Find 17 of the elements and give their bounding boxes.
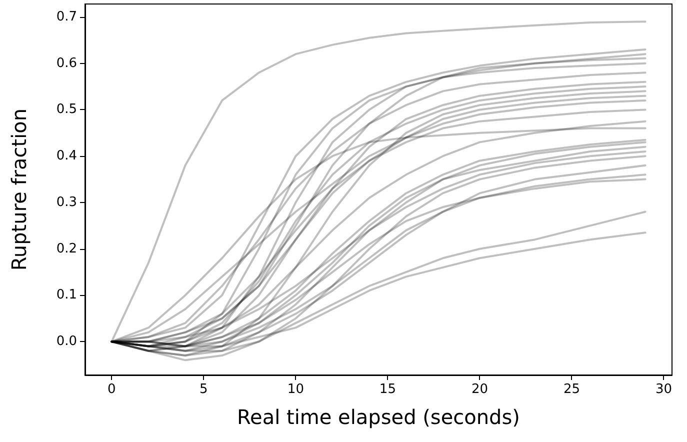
- y-tick-label: 0.5: [56, 102, 77, 118]
- y-tick-label: 0.6: [56, 56, 77, 71]
- x-tick-label: 20: [471, 382, 488, 397]
- x-axis-title: Real time elapsed (seconds): [237, 405, 520, 429]
- x-tick-label: 15: [379, 382, 396, 397]
- x-tick-label: 30: [655, 382, 672, 397]
- y-tick-label: 0.2: [56, 241, 77, 256]
- x-tick-label: 5: [200, 382, 208, 397]
- y-tick-label: 0.7: [56, 9, 77, 24]
- y-tick-label: 0.1: [56, 288, 77, 303]
- x-tick-label: 25: [563, 382, 580, 397]
- y-tick-label: 0.4: [56, 148, 77, 164]
- y-tick-label: 0.0: [56, 334, 77, 350]
- y-tick-label: 0.3: [56, 194, 77, 210]
- x-tick-label: 10: [287, 382, 304, 397]
- y-axis-title: Rupture fraction: [7, 108, 31, 271]
- x-tick-label: 0: [108, 382, 116, 397]
